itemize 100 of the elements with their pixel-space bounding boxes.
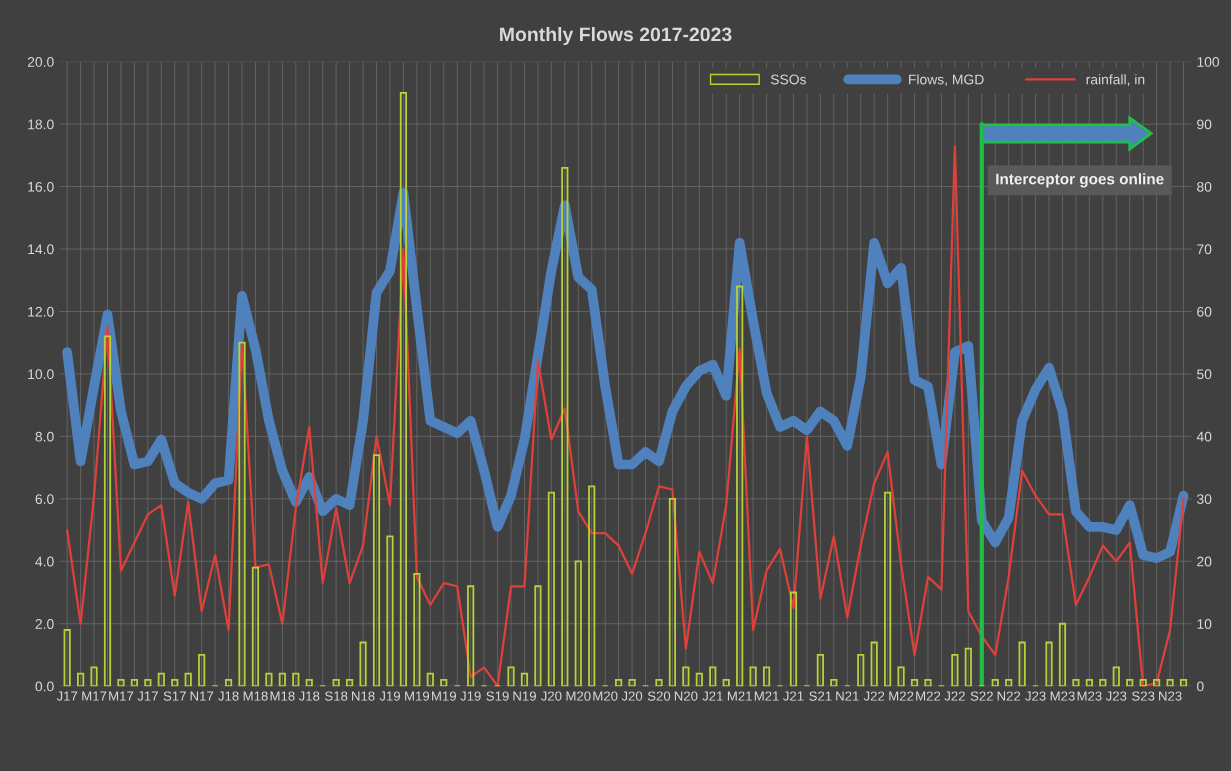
x-tick-label: J23 [1025,691,1046,701]
bar [346,679,354,687]
bar [426,672,434,687]
bar [547,491,555,687]
x-tick-label: N19 [513,691,536,701]
bar [1166,679,1174,687]
bar [910,679,919,687]
bar [1126,679,1134,687]
bar [507,666,515,687]
chart-title: Monthly Flows 2017-2023 [500,26,732,46]
y2-tick-label: 0 [1197,681,1204,692]
x-tick-label: M18 [270,691,295,701]
bar [816,654,824,687]
bar [1112,666,1120,687]
x-tick-label: J23 [1105,691,1127,701]
y-tick-label: 10.0 [28,369,54,380]
x-tick-label: S21 [809,691,832,701]
y-tick-label: 6.0 [35,494,54,505]
bar [655,679,663,687]
legend-label: SSOs [770,74,807,85]
x-tick-label: M21 [727,691,752,701]
bar [615,679,623,687]
bar [332,679,340,687]
bar [278,672,286,687]
bar [1045,641,1053,687]
x-tick-label: M18 [243,691,268,701]
x-tick-label: S23 [1132,691,1155,701]
bar [251,566,260,687]
bar [1005,679,1013,687]
bar [292,672,300,687]
x-tick-label: J19 [379,691,400,701]
bar [520,672,529,687]
bar [372,454,381,687]
legend-label: Flows, MGD [909,74,984,87]
bar [695,672,703,687]
y-tick-label: 14.0 [28,244,54,255]
bar [359,641,367,687]
y-tick-label: 20.0 [27,57,54,67]
y2-tick-label: 90 [1197,119,1212,130]
bar [991,679,999,687]
y-tick-label: 16.0 [28,181,54,192]
x-tick-label: J20 [621,691,643,701]
x-tick-label: N17 [190,691,214,701]
bar [722,679,730,687]
bar [709,666,717,687]
x-tick-label: J19 [460,691,481,701]
bar [1139,679,1147,687]
bar [399,92,408,687]
bar [1179,679,1188,687]
y-tick-label: 18.0 [28,119,54,130]
bar [171,679,179,687]
bar [897,666,905,687]
y-tick-label: 2.0 [35,619,54,629]
x-tick-label: J17 [137,691,158,701]
x-tick-label: M17 [82,691,107,701]
bar [305,679,313,687]
bar [574,560,582,687]
bar [386,535,394,687]
x-tick-label: N20 [674,691,698,701]
bar [628,679,636,687]
bar [736,285,744,687]
y2-tick-label: 70 [1197,244,1212,255]
bar [534,585,542,687]
ref-line-label: Interceptor goes online [996,173,1164,188]
bar [1072,679,1080,687]
x-tick-label: S22 [970,691,993,701]
legend-label: rainfall, in [1086,74,1145,87]
bar [440,679,448,687]
x-tick-label: J21 [783,691,804,701]
bar [682,666,690,687]
bar [103,335,112,687]
bar [144,679,152,687]
x-tick-label: M20 [566,691,591,701]
bar [77,672,85,687]
x-tick-label: M19 [405,691,430,701]
bar [857,654,865,687]
bar [1018,641,1026,687]
y2-tick-label: 10 [1197,619,1212,629]
bar [924,679,932,687]
x-tick-label: M19 [432,691,456,701]
y2-tick-label: 60 [1197,306,1212,317]
x-tick-label: N21 [836,691,859,701]
y-tick-label: 12.0 [28,306,54,317]
y2-tick-label: 80 [1197,181,1212,192]
bar [90,666,98,687]
x-tick-label: J17 [56,691,78,701]
bar [1058,622,1067,687]
bar [1153,679,1161,687]
y2-tick-label: 40 [1196,431,1212,442]
y-tick-label: 0.0 [35,681,54,692]
x-tick-label: J20 [540,691,562,701]
y2-tick-label: 100 [1197,57,1220,67]
bar [964,647,972,687]
line-series [66,144,1185,687]
bar [749,666,757,687]
bar [762,666,771,687]
bar [830,679,838,687]
x-tick-label: S20 [647,691,671,701]
x-tick-label: N18 [352,691,375,701]
bar [1085,679,1093,687]
